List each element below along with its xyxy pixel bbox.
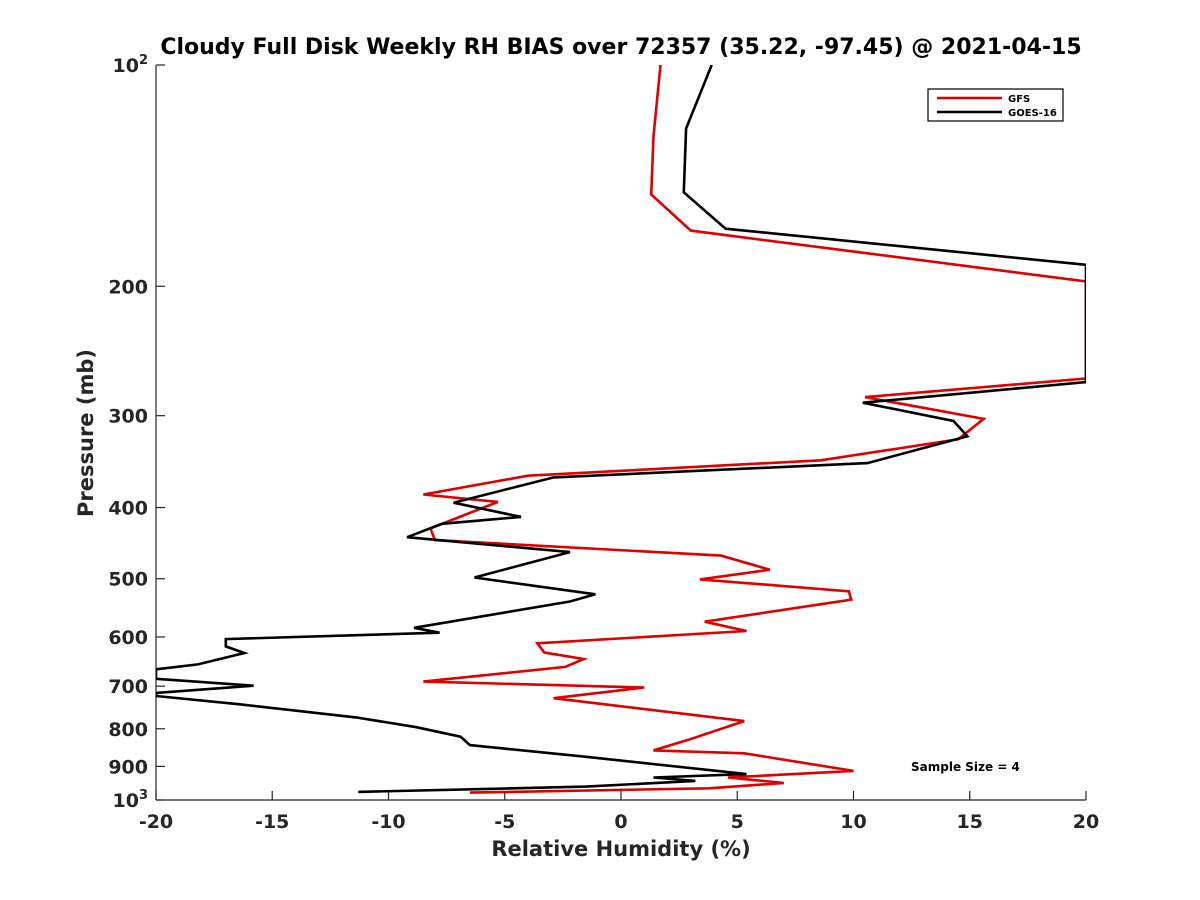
y-tick-label: 200 — [108, 276, 148, 298]
y-tick-label: 300 — [108, 406, 148, 428]
y-tick-label: 900 — [108, 756, 148, 778]
sample-size-annotation: Sample Size = 4 — [911, 760, 1020, 774]
series-layer — [156, 65, 1086, 794]
legend: GFS GOES-16 — [927, 88, 1064, 122]
x-tick-label: 10 — [840, 811, 866, 833]
series-line-goes-16 — [156, 65, 1086, 794]
x-axis-ticks: -20 -15 -10 -5 0 5 10 15 20 — [139, 791, 1099, 833]
x-axis-label: Relative Humidity (%) — [491, 837, 750, 861]
y-tick-label: 102 — [113, 53, 149, 77]
x-tick-label: -15 — [255, 811, 289, 833]
y-axis-ticks: 102 200 300 400 500 600 700 800 900 103 — [108, 53, 165, 812]
x-tick-label: -5 — [494, 811, 515, 833]
y-axis-label: Pressure (mb) — [74, 349, 98, 517]
x-tick-label: -20 — [139, 811, 173, 833]
y-tick-label: 400 — [108, 498, 148, 520]
x-tick-label: 0 — [614, 811, 627, 833]
y-tick-label: 103 — [113, 788, 149, 812]
y-tick-label: 500 — [108, 569, 148, 591]
x-tick-label: 20 — [1073, 811, 1099, 833]
legend-box — [927, 88, 1064, 122]
x-tick-label: -10 — [371, 811, 405, 833]
y-tick-label: 800 — [108, 719, 148, 741]
legend-label-goes-16: GOES-16 — [1008, 108, 1057, 119]
x-tick-label: 15 — [957, 811, 983, 833]
legend-label-gfs: GFS — [1008, 94, 1030, 105]
chart-title: Cloudy Full Disk Weekly RH BIAS over 723… — [160, 35, 1081, 60]
y-tick-label: 600 — [108, 627, 148, 649]
x-tick-label: 5 — [731, 811, 744, 833]
y-tick-label: 700 — [108, 676, 148, 698]
